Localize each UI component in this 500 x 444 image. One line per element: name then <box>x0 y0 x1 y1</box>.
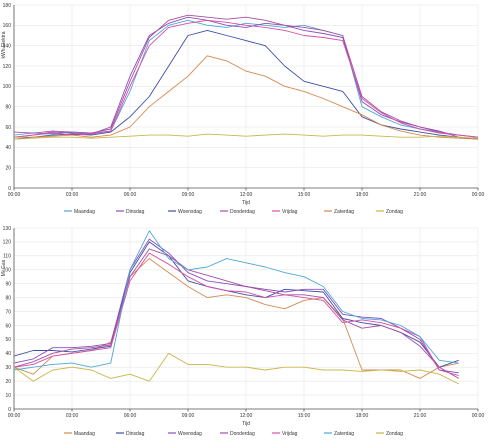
x-tick-label: 00:00 <box>8 413 21 419</box>
series-line-vrijdag <box>13 252 459 377</box>
y-tick-label: 60 <box>5 125 11 131</box>
legend-item[interactable]: Woensdag <box>168 431 202 437</box>
y-tick-label: 30 <box>5 365 11 371</box>
legend-label: Woensdag <box>178 431 202 437</box>
x-tick-label: 15:00 <box>298 192 311 198</box>
y-tick-label: 100 <box>3 268 12 274</box>
x-tick-label: 21:00 <box>414 192 427 198</box>
x-tick-label: 00:00 <box>472 413 485 419</box>
x-axis-label: Tijd <box>242 421 250 427</box>
y-axis-label: M³ Gas <box>1 259 7 276</box>
y-tick-label: 20 <box>5 165 11 171</box>
x-tick-label: 21:00 <box>414 413 427 419</box>
x-tick-label: 12:00 <box>240 192 253 198</box>
y-tick-label: 180 <box>3 3 12 9</box>
y-tick-label: 60 <box>5 323 11 329</box>
x-tick-label: 00:00 <box>8 192 21 198</box>
legend-label: Zondag <box>386 209 403 215</box>
x-tick-label: 15:00 <box>298 413 311 419</box>
legend-label: Zondag <box>386 431 403 437</box>
x-tick-label: 18:00 <box>356 413 369 419</box>
legend-item[interactable]: Dinsdag <box>116 431 145 437</box>
series-line-zaterdag <box>14 55 479 140</box>
legend-label: Maandag <box>74 431 95 437</box>
y-tick-label: 70 <box>5 309 11 315</box>
x-tick-label: 18:00 <box>356 192 369 198</box>
legend-item[interactable]: Zaterdag <box>324 209 354 215</box>
y-axis-label: kWh Elektra <box>1 31 7 58</box>
gas-chart: 0 10 20 30 40 50 60 70 80 90 100 110 120 130 00:00 03:0… <box>1 226 484 437</box>
legend-label: Dinsdag <box>126 431 145 437</box>
x-tick-label: 06:00 <box>124 192 137 198</box>
legend-label: Donderdag <box>230 209 255 215</box>
legend-item[interactable]: Woensdag <box>168 209 202 215</box>
x-axis-label: Tijd <box>242 200 250 206</box>
series-line-zondag <box>13 133 479 140</box>
x-tick-label: 03:00 <box>66 192 79 198</box>
legend-label: Woensdag <box>178 209 202 215</box>
y-tick-label: 0 <box>8 407 11 413</box>
y-tick-label: 80 <box>5 104 11 110</box>
y-tick-label: 110 <box>3 254 11 260</box>
y-tick-label: 160 <box>3 23 12 29</box>
x-tick-label: 00:00 <box>472 192 485 198</box>
legend-item[interactable]: Vrijdag <box>272 209 298 215</box>
legend-item[interactable]: Zaterdag <box>324 431 354 437</box>
series-line-vrijdag <box>13 19 479 138</box>
y-tick-label: 80 <box>5 295 11 301</box>
y-tick-label: 120 <box>3 64 12 70</box>
y-tick-label: 0 <box>8 186 11 192</box>
legend-item[interactable]: Maandag <box>64 431 95 437</box>
legend-label: Zaterdag <box>334 431 354 437</box>
x-tick-label: 06:00 <box>124 413 137 419</box>
y-tick-label: 10 <box>5 393 11 399</box>
x-tick-label: 03:00 <box>66 413 79 419</box>
y-tick-label: 90 <box>5 281 11 287</box>
y-tick-label: 120 <box>3 240 12 246</box>
y-tick-label: 20 <box>5 379 11 385</box>
x-tick-label: 09:00 <box>182 192 195 198</box>
legend-item[interactable]: Zondag <box>376 431 403 437</box>
x-tick-label: 12:00 <box>240 413 253 419</box>
y-tick-label: 40 <box>5 145 11 151</box>
y-tick-label: 140 <box>3 43 12 49</box>
legend-item[interactable]: Zondag <box>376 209 403 215</box>
y-tick-label: 130 <box>3 226 12 232</box>
series-line-donderdag <box>13 248 459 379</box>
legend-label: Maandag <box>74 209 95 215</box>
series-line-maandag <box>13 258 459 379</box>
series-line-woensdag <box>13 29 479 140</box>
legend-label: Vrijdag <box>282 431 298 437</box>
series-line-woensdag <box>13 238 459 374</box>
legend-item[interactable]: Donderdag <box>220 431 255 437</box>
y-tick-label: 100 <box>3 84 12 90</box>
legend-item[interactable]: Donderdag <box>220 209 255 215</box>
legend-label: Donderdag <box>230 431 255 437</box>
legend-label: Vrijdag <box>282 209 298 215</box>
legend-item[interactable]: Dinsdag <box>116 209 145 215</box>
x-tick-label: 09:00 <box>182 413 195 419</box>
series-line-zondag <box>13 352 459 385</box>
electricity-chart: 0 20 40 60 80 100 120 140 160 180 00:00 03:00 06:00 0… <box>1 3 484 215</box>
series-line-donderdag <box>13 14 479 138</box>
series-line-zaterdag <box>13 230 459 371</box>
legend-item[interactable]: Maandag <box>64 209 95 215</box>
y-tick-label: 40 <box>5 351 11 357</box>
legend-label: Dinsdag <box>126 209 145 215</box>
legend-label: Zaterdag <box>334 209 354 215</box>
y-tick-label: 50 <box>5 337 11 343</box>
legend-item[interactable]: Vrijdag <box>272 431 298 437</box>
